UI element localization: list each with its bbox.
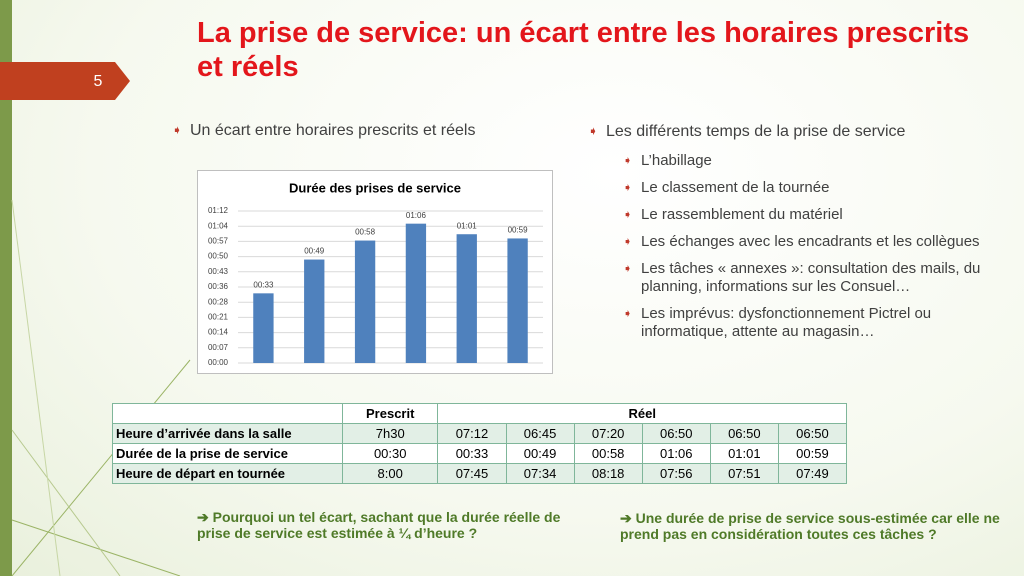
bar (405, 223, 427, 363)
table-cell: 01:06 (641, 443, 711, 464)
decoration (0, 0, 191, 576)
header-cell (112, 403, 343, 424)
table-cell: 08:18 (573, 463, 643, 484)
sub-bullets: L’habillage Le classement de la tournée Le… (623, 152, 986, 350)
table-cell: 07:49 (777, 463, 848, 484)
data-table: Prescrit Réel Heure d’arrivée dans la sal… (112, 403, 848, 484)
table-cell: 07:56 (641, 463, 711, 484)
data-label: 00:33 (253, 280, 274, 289)
sub-bullet: Les échanges avec les encadrants et les … (623, 233, 986, 251)
table-cell: 06:45 (505, 423, 575, 444)
y-tick-label: 00:57 (208, 237, 229, 246)
row-header: Heure de départ en tournée (112, 463, 343, 484)
header-row: Prescrit Réel (112, 403, 847, 424)
table-cell: 07:45 (437, 463, 507, 484)
y-tick-label: 00:21 (208, 313, 229, 322)
table-cell: 8:00 (341, 463, 439, 484)
y-tick-label: 00:14 (208, 328, 229, 337)
data-label: 00:59 (508, 226, 529, 235)
y-tick-label: 00:07 (208, 343, 229, 352)
table-row: Durée de la prise de service 00:30 00:33 00… (112, 443, 848, 464)
table-cell: 00:33 (437, 443, 507, 464)
table-cell: 00:30 (341, 443, 439, 464)
chart-box: Durée des prises de service 00:00 00:07 00:… (197, 170, 553, 374)
sub-bullet: Les imprévus: dysfonctionnement Pictrel … (623, 305, 986, 341)
bar (354, 240, 376, 363)
bar (253, 293, 274, 363)
data-label: 00:58 (355, 228, 376, 237)
sub-bullet: Les tâches « annexes »: consultation des… (623, 260, 986, 296)
y-tick-label: 00:36 (208, 282, 229, 291)
y-tick-label: 00:43 (208, 267, 229, 276)
header-cell: Réel (437, 403, 847, 424)
y-tick-label: 00:28 (208, 297, 229, 306)
slide-title: La prise de service: un écart entre les … (197, 17, 970, 83)
data-label: 01:06 (406, 211, 427, 220)
table-cell: 07:20 (573, 423, 643, 444)
table-cell: 07:12 (437, 423, 507, 444)
y-tick-label: 00:50 (208, 252, 229, 261)
y-tick-label: 01:04 (208, 221, 229, 230)
chart: Durée des prises de service 00:00 00:07 00:… (208, 180, 543, 367)
sub-bullet: L’habillage (623, 152, 986, 170)
table-cell: 01:01 (709, 443, 779, 464)
note: ➔ Pourquoi un tel écart, sachant que la … (197, 509, 561, 541)
y-tick-label: 00:00 (208, 358, 229, 367)
table-cell: 07:34 (505, 463, 575, 484)
chart-title: Durée des prises de service (289, 180, 461, 195)
bar (507, 238, 528, 363)
header-cell: Prescrit (341, 403, 439, 424)
data-label: 01:01 (457, 221, 478, 230)
table-cell: 07:51 (709, 463, 779, 484)
data-label: 00:49 (304, 247, 325, 256)
table-cell: 7h30 (341, 423, 439, 444)
sub-bullet: Le classement de la tournée (623, 179, 986, 197)
table-cell: 06:50 (709, 423, 779, 444)
y-tick-label: 01:12 (208, 206, 229, 215)
table-row: Heure d’arrivée dans la salle 7h30 07:12 06… (112, 423, 848, 444)
table-cell: 06:50 (641, 423, 711, 444)
bar (304, 259, 325, 363)
slide-number: 5 (94, 73, 103, 90)
table-row: Heure de départ en tournée 8:00 07:45 07:34… (112, 463, 848, 484)
bar (456, 234, 477, 363)
table-cell: 00:58 (573, 443, 643, 464)
table-cell: 00:59 (777, 443, 848, 464)
bullet: Un écart entre horaires prescrits et rée… (172, 121, 475, 140)
note: ➔ Une durée de prise de service sous-est… (620, 510, 1000, 542)
bullet: Les différents temps de la prise de serv… (588, 122, 905, 141)
slide-number-tag: 5 (0, 62, 130, 100)
table-cell: 00:49 (505, 443, 575, 464)
row-header: Durée de la prise de service (112, 443, 343, 464)
sub-bullet: Le rassemblement du matériel (623, 206, 986, 224)
table-cell: 06:50 (777, 423, 848, 444)
row-header: Heure d’arrivée dans la salle (112, 423, 343, 444)
